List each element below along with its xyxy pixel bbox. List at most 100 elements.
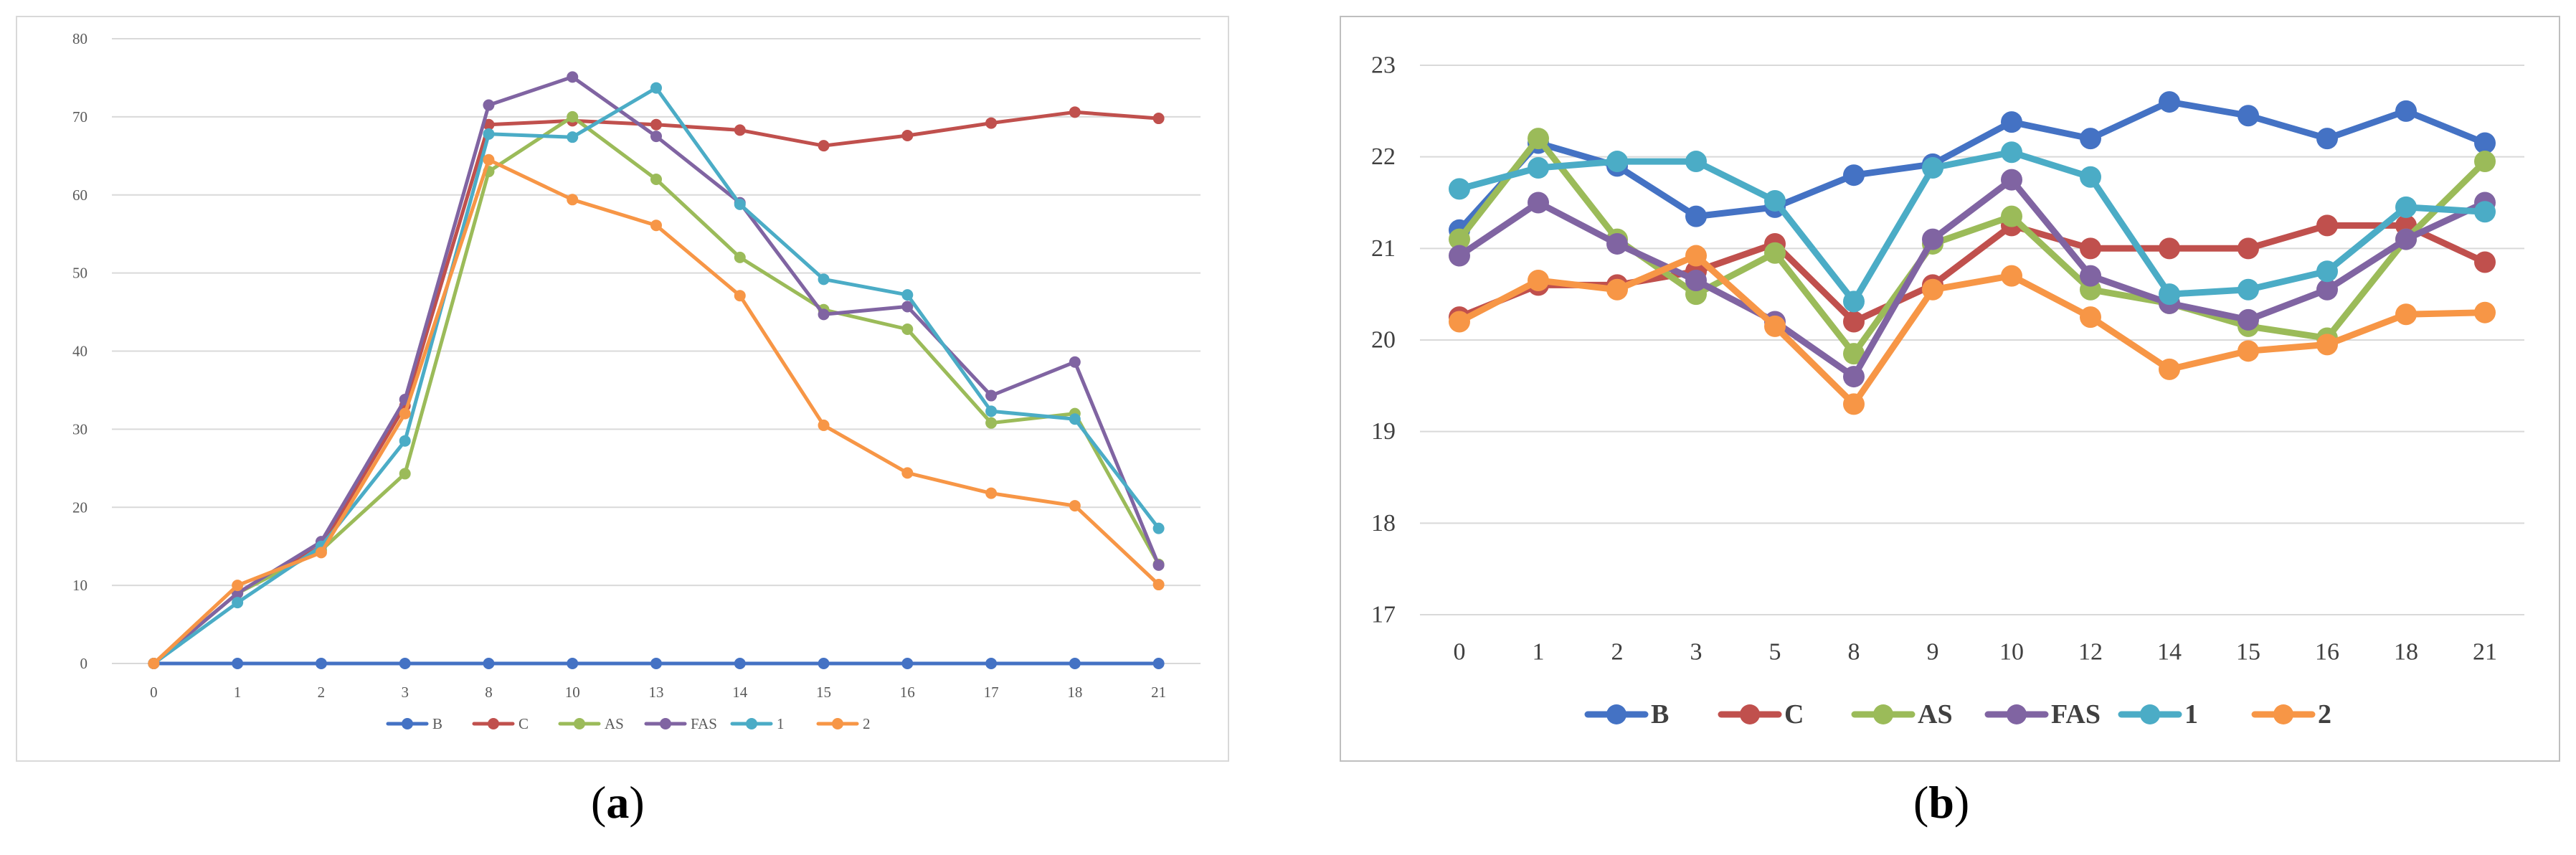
x-tick-label: 21	[2473, 639, 2497, 666]
x-tick-label: 16	[2315, 639, 2339, 666]
data-point	[1922, 156, 1943, 179]
chart-frame	[16, 16, 1229, 762]
legend-label: 1	[2184, 699, 2198, 729]
y-tick-label: 19	[1371, 418, 1396, 445]
legend-marker	[2007, 704, 2027, 724]
data-point	[1449, 228, 1470, 250]
legend-marker	[832, 718, 843, 729]
x-tick-label: 0	[150, 684, 158, 701]
data-point	[483, 99, 495, 111]
data-point	[2080, 265, 2101, 287]
data-point	[901, 301, 914, 313]
y-axis-ticks: 17 18 19 20 21 22 23	[1371, 52, 1396, 628]
data-point	[985, 117, 998, 129]
y-tick-label: 0	[80, 655, 88, 672]
x-tick-label: 21	[1151, 684, 1166, 701]
legend-marker	[488, 718, 499, 729]
data-point	[2159, 358, 2180, 380]
y-tick-label: 17	[1371, 602, 1396, 628]
series-line	[1456, 98, 2489, 234]
data-point	[567, 71, 579, 83]
legend-item-C: C	[1718, 699, 1804, 729]
legend-marker	[1740, 704, 1760, 724]
series-2	[1449, 245, 2496, 415]
data-point	[2080, 306, 2101, 329]
data-point	[2238, 340, 2259, 362]
data-point	[1152, 559, 1165, 571]
legend-marker	[1606, 704, 1626, 724]
series-FAS	[1449, 169, 2496, 388]
data-point	[650, 173, 662, 185]
data-point	[1528, 192, 1549, 214]
x-tick-label: 15	[2236, 639, 2260, 666]
y-axis-ticks: 0 10 20 30 40 50 60 70 80	[72, 30, 87, 672]
data-point	[483, 128, 495, 140]
data-point	[2395, 100, 2417, 122]
panel-label-a: (a)	[591, 777, 645, 828]
data-point	[483, 658, 495, 669]
data-point	[232, 580, 244, 592]
data-point	[901, 289, 914, 301]
series-1	[148, 82, 1165, 669]
data-point	[399, 658, 411, 669]
legend-item-B: B	[1584, 699, 1669, 729]
data-point	[1843, 343, 1865, 365]
data-point	[2395, 303, 2417, 326]
data-point	[985, 417, 998, 429]
data-point	[901, 467, 914, 479]
data-point	[734, 658, 746, 669]
legend: B C AS FAS 1 2	[386, 715, 871, 732]
legend-item-2: 2	[2251, 699, 2331, 729]
y-tick-label: 40	[72, 343, 87, 360]
y-tick-label: 20	[1371, 327, 1396, 354]
data-point	[2001, 111, 2022, 133]
series-line	[1456, 252, 2489, 407]
x-tick-label: 2	[318, 684, 326, 701]
data-point	[1069, 356, 1081, 368]
y-tick-label: 70	[72, 108, 87, 126]
data-point	[818, 140, 830, 152]
data-point	[232, 658, 244, 669]
y-tick-label: 30	[72, 420, 87, 438]
data-point	[1843, 311, 1865, 333]
x-tick-label: 17	[984, 684, 999, 701]
data-point	[818, 658, 830, 669]
series-2	[148, 153, 1165, 669]
data-point	[650, 118, 662, 131]
data-point	[2474, 301, 2496, 323]
legend-label: B	[432, 715, 442, 732]
data-point	[985, 405, 998, 417]
data-point	[1528, 270, 1549, 292]
data-point	[2001, 141, 2022, 164]
legend: B C AS FAS 1 2	[1584, 699, 2331, 729]
x-tick-label: 14	[732, 684, 748, 701]
data-point	[650, 82, 662, 94]
x-tick-label: 8	[485, 684, 493, 701]
data-point	[567, 131, 579, 143]
data-point	[1069, 658, 1081, 669]
legend-marker	[574, 718, 585, 729]
legend-marker	[2140, 704, 2160, 724]
series-group	[1449, 91, 2496, 415]
x-tick-label: 18	[1067, 684, 1082, 701]
x-tick-label: 9	[1927, 639, 1939, 666]
data-point	[1764, 189, 1786, 212]
data-point	[734, 198, 746, 210]
data-point	[1528, 128, 1549, 150]
data-point	[1606, 278, 1628, 301]
data-point	[818, 308, 830, 321]
legend-marker	[1873, 704, 1893, 724]
data-point	[1069, 106, 1081, 118]
data-point	[1764, 315, 1786, 337]
y-tick-label: 23	[1371, 52, 1396, 79]
data-point	[2316, 128, 2338, 150]
x-tick-label: 15	[816, 684, 831, 701]
x-tick-label: 3	[1690, 639, 1703, 666]
y-tick-label: 50	[72, 265, 87, 282]
series-group	[148, 71, 1165, 669]
legend-label: 2	[2318, 699, 2331, 729]
legend-item-AS: AS	[558, 715, 624, 732]
data-point	[1449, 311, 1470, 333]
